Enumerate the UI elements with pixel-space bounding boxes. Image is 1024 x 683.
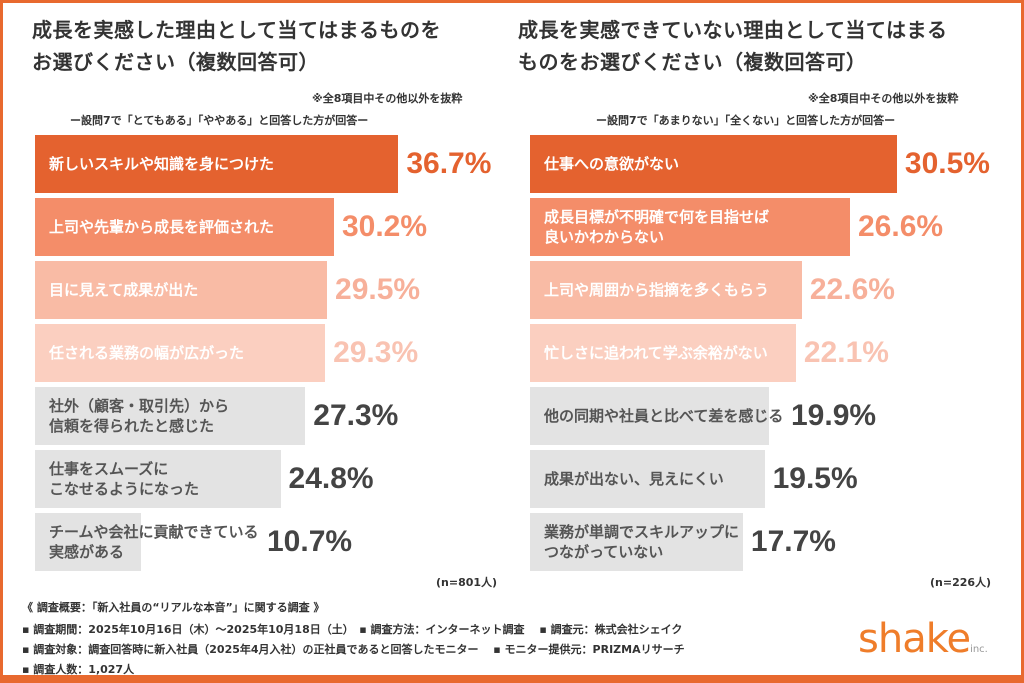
bar-value-label: 27.3% (313, 399, 399, 432)
shake-logo: shakeinc. (858, 616, 988, 662)
bar-label: 上司や周囲から指摘を多くもらう (544, 281, 770, 299)
bar (35, 387, 306, 445)
right-title: 成長を実感できていない理由として当てはまる ものをお選びください（複数回答可） (518, 14, 948, 78)
bar-label: 業務が単調でスキルアップに つながっていない (544, 523, 740, 561)
bar (35, 324, 326, 382)
bar-value-label: 30.2% (341, 210, 428, 243)
left-title-line2: お選びください（複数回答可） (32, 50, 319, 74)
bar-label: チームや会社に貢献できている 実感がある (49, 523, 259, 561)
right-title-line1: 成長を実感できていない理由として当てはまる (518, 18, 948, 42)
bar-label: 成長目標が不明確で何を目指せば 良いかわからない (544, 208, 770, 246)
bar-label: 上司や先輩から成長を評価された (49, 218, 275, 236)
footer-period: ▪ 調査期間：2025年10月16日（木）～2025年10月18日（土） ▪ 調… (22, 623, 683, 636)
bar-label: 仕事への意欲がない (544, 155, 680, 173)
bar (530, 135, 897, 193)
left-sample-size: (n=801人) (436, 576, 498, 589)
bar-value-label: 19.5% (772, 462, 858, 495)
bar (530, 450, 765, 508)
bar (35, 261, 328, 319)
bar (35, 513, 141, 571)
bar-value-label: 29.5% (335, 273, 421, 306)
bar-value-label: 30.5% (904, 147, 990, 180)
bar-value-label: 19.9% (791, 399, 877, 432)
logo-suffix: inc. (970, 644, 988, 655)
logo-text: shake (858, 616, 971, 662)
right-sample-size: (n=226人) (930, 576, 992, 589)
right-title-line2: ものをお選びください（複数回答可） (518, 50, 867, 74)
left-title: 成長を実感した理由として当てはまるものを お選びください（複数回答可） (32, 14, 441, 78)
right-bar-chart: 仕事への意欲がない 30.5% 成長目標が不明確で何を目指せば 良いかわからない 26… (530, 135, 1010, 575)
bar (530, 513, 743, 571)
bar-label: 目に見えて成果が出た (49, 281, 199, 299)
right-subtitle: ー設問7で「あまりない」「全くない」と回答した方が回答ー (596, 114, 896, 127)
bar (530, 261, 802, 319)
bar-value-label: 10.7% (267, 525, 353, 558)
bar-value-label: 24.8% (288, 462, 374, 495)
footer-count: ▪ 調査人数：1,027人 (22, 663, 135, 676)
bar-value-label: 22.6% (809, 273, 895, 306)
bar-value-label: 26.6% (857, 210, 944, 243)
bar-label: 成果が出ない、見えにくい (544, 470, 724, 488)
bar-label: 任される業務の幅が広がった (49, 344, 245, 362)
bar-value-label: 22.1% (803, 336, 889, 369)
bar-label: 忙しさに追われて学ぶ余裕がない (544, 344, 768, 362)
bar-label: 社外（顧客・取引先）から 信頼を得られたと感じた (49, 397, 230, 435)
right-note: ※全8項目中その他以外を抜粋 (808, 92, 959, 105)
bar-value-label: 17.7% (750, 525, 836, 558)
footer-summary: 《 調査概要：「新入社員の“リアルな本音”」に関する調査 》 (22, 601, 325, 614)
left-note: ※全8項目中その他以外を抜粋 (312, 92, 463, 105)
bar-label: 仕事をスムーズに こなせるようになった (49, 460, 200, 498)
left-title-line1: 成長を実感した理由として当てはまるものを (32, 18, 441, 42)
footer-target: ▪ 調査対象：調査回答時に新入社員（2025年4月入社）の正社員であると回答した… (22, 643, 685, 656)
bar (530, 387, 770, 445)
bar-label: 新しいスキルや知識を身につけた (49, 155, 275, 173)
bar (530, 198, 850, 256)
bar (35, 450, 281, 508)
bar-label: 他の同期や社員と比べて差を感じる (544, 407, 784, 425)
left-subtitle: ー設問7で「とてもある」「ややある」と回答した方が回答ー (70, 114, 369, 127)
bar (530, 324, 796, 382)
bar (35, 198, 334, 256)
left-bar-chart: 新しいスキルや知識を身につけた 36.7% 上司や先輩から成長を評価された 30.2%… (35, 135, 515, 575)
bar-value-label: 36.7% (406, 147, 492, 180)
bar-value-label: 29.3% (333, 336, 419, 369)
bar (35, 135, 399, 193)
